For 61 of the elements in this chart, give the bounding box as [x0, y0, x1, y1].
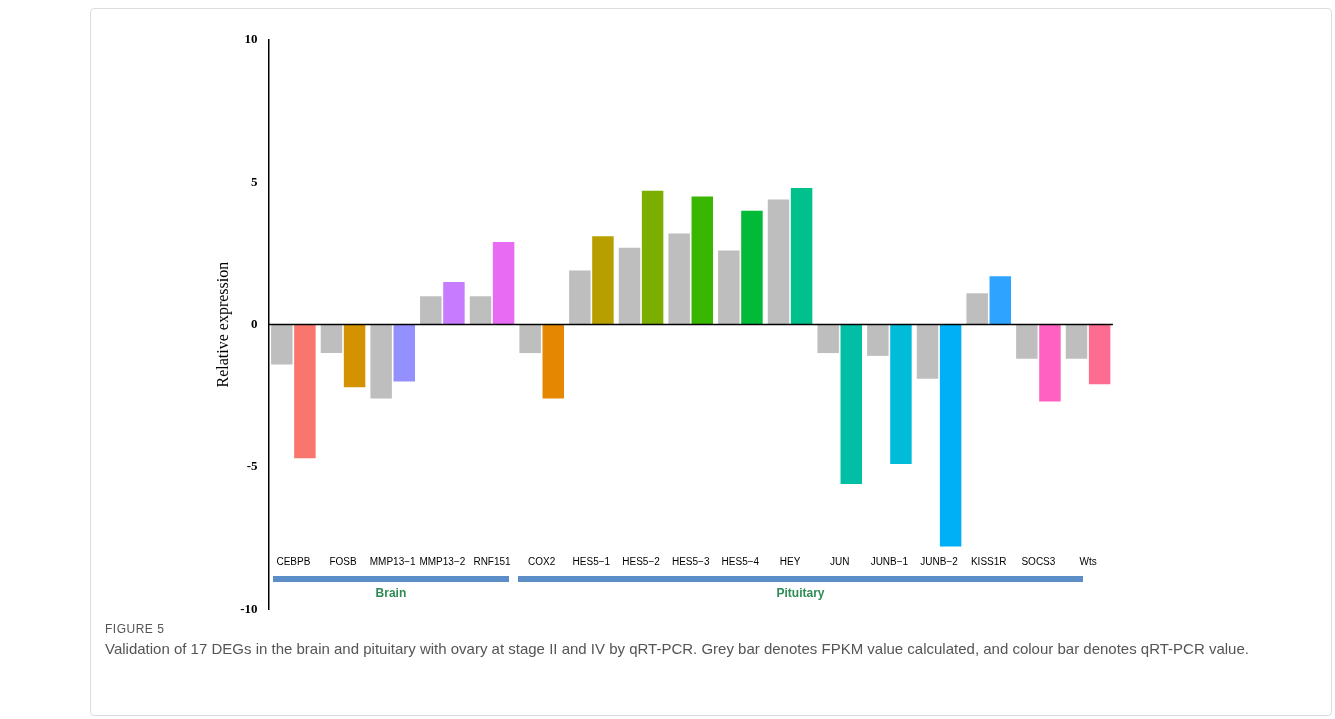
x-tick-label: COX2: [528, 556, 556, 568]
x-tick-label: JUNB−1: [870, 556, 909, 568]
bar: [840, 324, 863, 484]
bar: [966, 293, 988, 325]
bar: [817, 324, 839, 354]
bar: [916, 324, 939, 379]
bar: [668, 233, 690, 325]
x-tick-label: HES5−2: [622, 556, 661, 568]
bar: [569, 270, 591, 325]
caption: FIGURE 5: [105, 622, 166, 636]
bar: [294, 324, 316, 459]
y-tick-label: 5: [251, 173, 259, 189]
bar: [271, 324, 293, 365]
bar: [741, 210, 763, 325]
bar: [1088, 324, 1111, 385]
x-tick-label: MMP13−1: [369, 556, 417, 568]
y-tick-label: -10: [240, 600, 258, 616]
bar: [519, 324, 541, 354]
x-tick-label: Wts: [1079, 556, 1097, 568]
bar: [592, 236, 614, 325]
bar: [767, 199, 790, 325]
bar: [790, 187, 813, 325]
bar: [890, 324, 912, 465]
x-tick-label: RNF151: [473, 556, 512, 568]
text: Validation of 17 DEGs in the brain and pituitary with ovary at stage II and IV by qRT-PCR. Grey bar denotes FPKM value calculated, and colour bar denotes qRT-PCR value.: [105, 639, 1250, 659]
x-tick-label: CEBPB: [276, 556, 311, 568]
annotation: Brain: [374, 586, 408, 601]
annotation: Pituitary: [775, 586, 826, 601]
x-tick-label: MMP13−2: [419, 556, 466, 568]
bar: [867, 324, 889, 356]
bar: [1065, 324, 1088, 359]
bar: [618, 247, 641, 325]
x-tick-label: SOCS3: [1021, 556, 1056, 568]
y-tick-label: -5: [246, 458, 259, 474]
bar: [542, 324, 564, 399]
bar: [492, 242, 515, 325]
bar: [469, 296, 492, 325]
x-tick-label: KISS1R: [970, 556, 1007, 568]
x-tick-label: JUN: [830, 556, 850, 568]
bar: [393, 324, 415, 382]
bar: [641, 190, 664, 325]
x-tick-label: FOSB: [329, 556, 357, 568]
x-tick-label: HES5−3: [671, 556, 710, 568]
bar: [939, 324, 962, 547]
bar: [443, 281, 465, 325]
x-tick-label: HEY: [779, 556, 801, 568]
x-tick-label: HES5−1: [572, 556, 611, 568]
bar: [370, 324, 392, 399]
y-tick-label: 10: [244, 31, 258, 47]
bar: [343, 324, 366, 388]
bar: [420, 296, 442, 325]
y-tick-label: 0: [251, 315, 258, 331]
bar: [989, 276, 1012, 325]
x-tick-label: JUNB−2: [920, 556, 959, 568]
bar: [718, 250, 740, 325]
x-tick-label: HES5−4: [721, 556, 760, 568]
bar: [691, 196, 713, 325]
bar: [1039, 324, 1061, 402]
y-axis-title: Relative expression: [213, 261, 232, 388]
bar: [1016, 324, 1038, 359]
bar: [320, 324, 343, 354]
